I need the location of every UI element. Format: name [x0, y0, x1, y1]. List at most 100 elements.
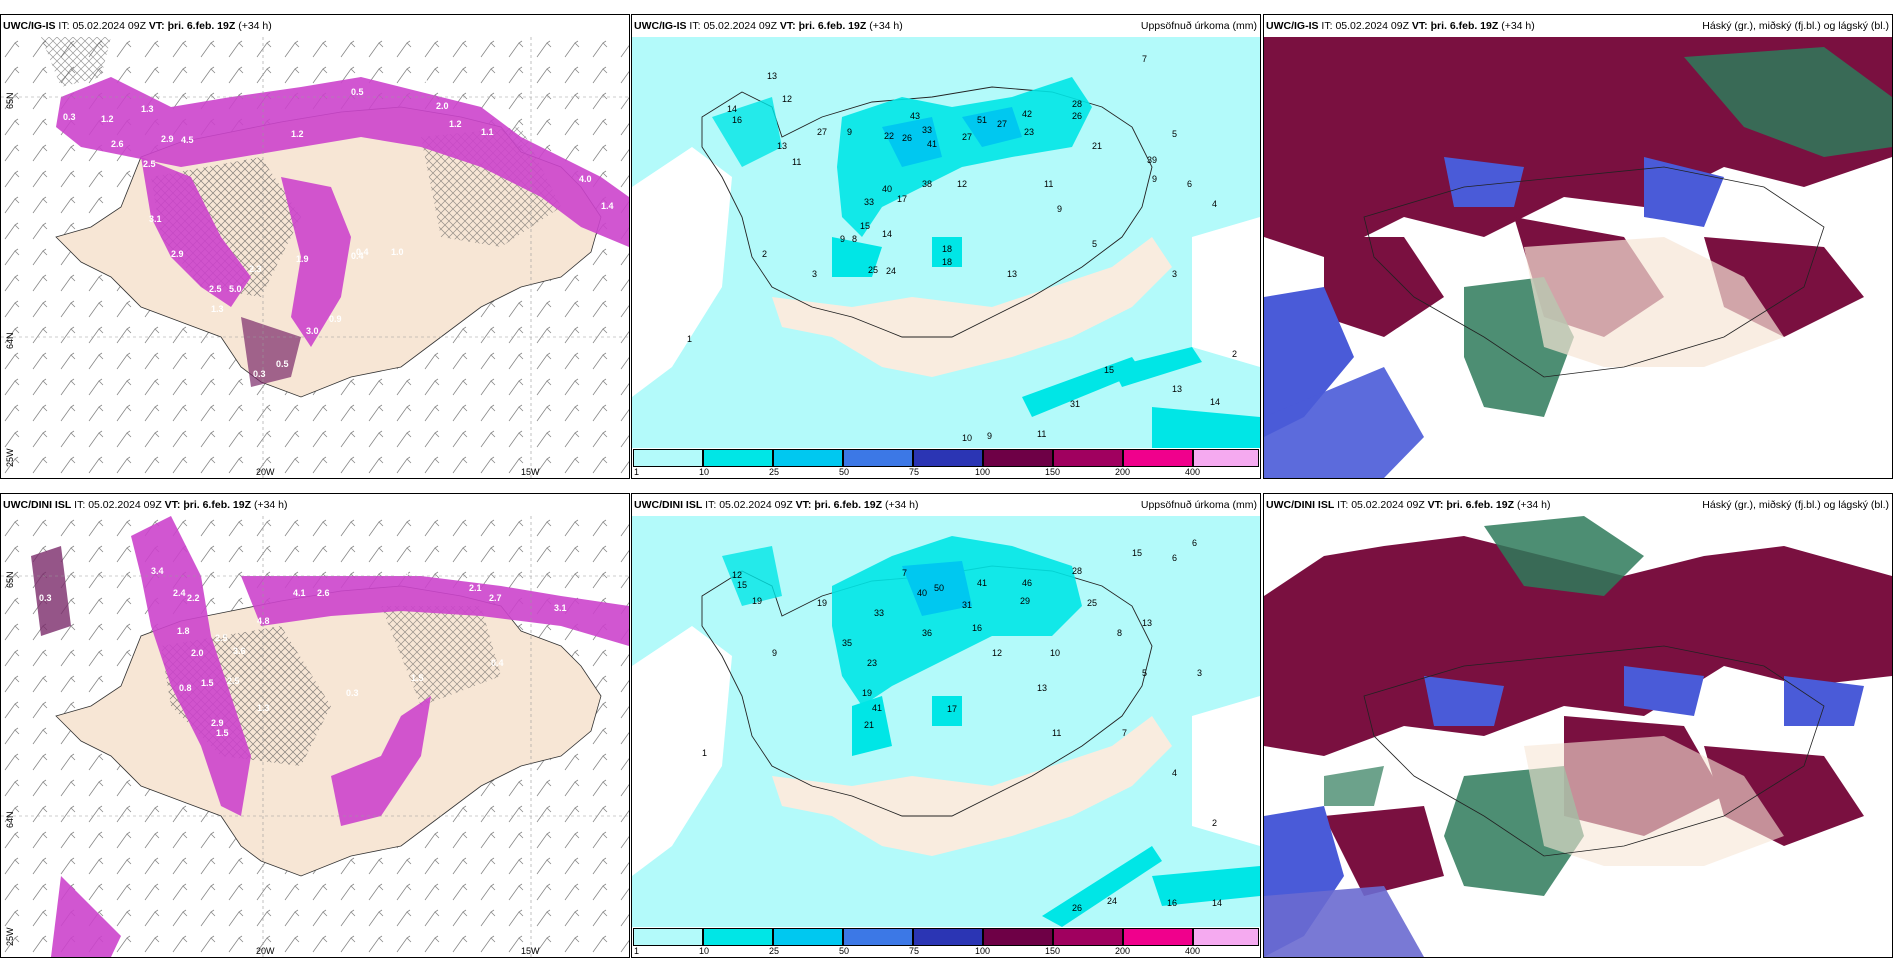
precip-label: 2.9 [211, 718, 224, 728]
colorbar-tick: 10 [699, 467, 710, 477]
accum-label: 5 [1142, 668, 1147, 678]
accum-label: 14 [727, 104, 737, 114]
accum-label: 7 [1122, 728, 1127, 738]
lead-time: (+34 h) [884, 499, 919, 511]
accum-label: 1 [687, 334, 692, 344]
colorbar-swatch [843, 449, 913, 467]
precip-label: 3.1 [554, 603, 567, 613]
accum-label: 40 [917, 588, 927, 598]
precip-label: 0.9 [329, 314, 342, 324]
colorbar-swatch [983, 449, 1053, 467]
accum-label: 9 [987, 431, 992, 441]
precip-label: 0.1 [416, 76, 429, 86]
accum-label: 25 [868, 265, 878, 275]
accum-label: 25 [1087, 598, 1097, 608]
accum-label: 6 [1187, 179, 1192, 189]
vt-label: VT: [164, 499, 181, 511]
accum-label: 35 [842, 638, 852, 648]
lat-label: 65N [5, 92, 15, 109]
colorbar-tick: 25 [769, 946, 780, 956]
precip-value-labels: 0.3 3.4 2.4 2.2 1.8 2.5 3.6 2.0 4.8 4.1 … [39, 566, 567, 738]
accum-label: 28 [1072, 99, 1082, 109]
colorbar-tick: 200 [1115, 467, 1131, 477]
accum-label: 33 [874, 608, 884, 618]
colorbar-tick: 75 [909, 946, 920, 956]
precip-label: 2.5 [209, 284, 222, 294]
precip-label: 2.6 [317, 588, 330, 598]
accum-label: 12 [732, 570, 742, 580]
panel-header: UWC/IG-IS IT: 05.02.2024 09Z VT: þri. 6.… [1, 15, 629, 37]
colorbar-tick: 10 [699, 946, 710, 956]
vt-value: þri. 6.feb. 19Z [1430, 20, 1499, 32]
accum-label: 3 [1172, 269, 1177, 279]
panel-header: UWC/DINI ISL IT: 05.02.2024 09Z VT: þri.… [1, 494, 629, 516]
colorbar-swatch [1053, 449, 1123, 467]
accum-label: 39 [1147, 155, 1157, 165]
colorbar-tick: 50 [839, 946, 850, 956]
colorbar-swatch [843, 928, 913, 946]
accum-label: 27 [962, 132, 972, 142]
accum-label: 19 [862, 688, 872, 698]
accum-label: 13 [1037, 683, 1047, 693]
model-row-bottom: UWC/DINI ISL IT: 05.02.2024 09Z VT: þri.… [0, 493, 1900, 958]
accum-label: 21 [864, 720, 874, 730]
panel-clouds-top: UWC/IG-IS IT: 05.02.2024 09Z VT: þri. 6.… [1263, 14, 1893, 479]
accum-label: 3 [812, 269, 817, 279]
precip-label: 0.3 [63, 112, 76, 122]
accum-label: 31 [962, 600, 972, 610]
vt-label: VT: [148, 20, 165, 32]
precip-label: 2.0 [191, 648, 204, 658]
map-wind-precip: 0.3 3.4 2.4 2.2 1.8 2.5 3.6 2.0 4.8 4.1 … [1, 516, 629, 957]
colorbar-tick: 1 [634, 946, 640, 956]
accum-label: 24 [1107, 896, 1117, 906]
panel-title: Háský (gr.), miðský (fj.bl.) og lágský (… [1702, 499, 1889, 511]
precip-label: 1.3 [141, 104, 154, 114]
precip-label: 1.5 [216, 728, 229, 738]
accum-label: 17 [897, 194, 907, 204]
accum-label: 5 [1172, 129, 1177, 139]
it-value: 05.02.2024 09Z [72, 20, 146, 32]
vt-label: VT: [1427, 499, 1444, 511]
panel-clouds-bottom: UWC/DINI ISL IT: 05.02.2024 09Z VT: þri.… [1263, 493, 1893, 958]
precip-label: 2.9 [161, 134, 174, 144]
precip-label: 4.8 [257, 616, 270, 626]
lat-label: 64N [5, 811, 15, 828]
accum-label: 13 [1172, 384, 1182, 394]
precip-label: 1.2 [101, 114, 114, 124]
lat-label: 64N [5, 332, 15, 349]
accum-label: 31 [1070, 399, 1080, 409]
accum-label: 11 [792, 157, 801, 167]
precip-label: 2.9 [171, 249, 184, 259]
lead-time: (+34 h) [1516, 499, 1551, 511]
lat-label: 25W [5, 448, 15, 467]
it-value: 05.02.2024 09Z [1351, 499, 1425, 511]
precip-label: 0.3 [253, 369, 266, 379]
accum-label: 9 [840, 234, 845, 244]
vt-value: þri. 6.feb. 19Z [814, 499, 883, 511]
colorbar-tick: 50 [839, 467, 850, 477]
colorbar-swatch [633, 928, 703, 946]
model-row-top: UWC/IG-IS IT: 05.02.2024 09Z VT: þri. 6.… [0, 14, 1900, 479]
precip-label: 1.2 [449, 119, 462, 129]
accum-label: 19 [817, 598, 827, 608]
it-label: IT: [1337, 499, 1349, 511]
panel-wind-precip-top: UWC/IG-IS IT: 05.02.2024 09Z VT: þri. 6.… [0, 14, 630, 479]
accum-label: 24 [886, 266, 896, 276]
accum-label: 33 [864, 197, 874, 207]
vt-value: þri. 6.feb. 19Z [798, 20, 867, 32]
panel-header: UWC/IG-IS IT: 05.02.2024 09Z VT: þri. 6.… [1264, 15, 1892, 37]
it-label: IT: [58, 20, 70, 32]
precip-label: 2.7 [489, 593, 502, 603]
accum-label: 15 [1104, 365, 1114, 375]
accum-label: 8 [1117, 628, 1122, 638]
precip-label: 2.0 [436, 101, 449, 111]
accum-label: 10 [962, 433, 972, 443]
accum-label: 2 [1232, 349, 1237, 359]
accum-label: 26 [1072, 111, 1082, 121]
colorbar-swatch [1193, 928, 1259, 946]
accum-label: 43 [910, 111, 920, 121]
precip-label: 1.2 [291, 129, 304, 139]
colorbar-swatch [633, 449, 703, 467]
precip-colorbar: 1 10 25 50 75 100 150 200 400 [633, 449, 1259, 477]
colorbar-tick: 75 [909, 467, 920, 477]
